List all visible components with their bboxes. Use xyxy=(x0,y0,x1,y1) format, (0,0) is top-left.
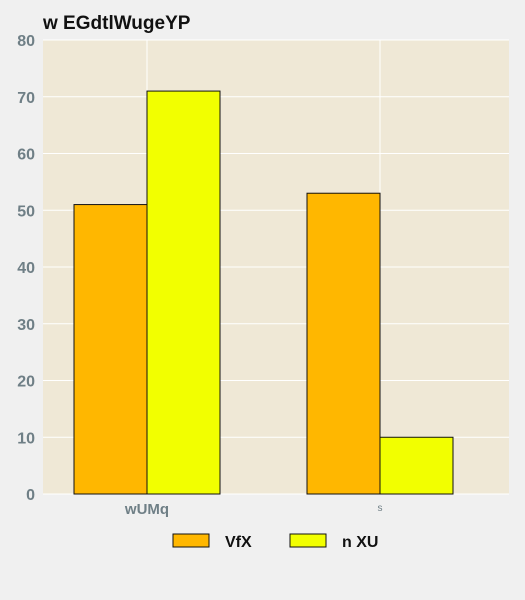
y-tick-label: 40 xyxy=(17,260,35,277)
legend-item[interactable]: VfX xyxy=(172,533,252,551)
y-tick-label: 70 xyxy=(17,90,35,107)
legend-swatch xyxy=(172,533,210,548)
bar-1-2 xyxy=(306,192,381,495)
y-axis: 0 10 20 30 40 50 60 70 80 xyxy=(17,33,35,504)
bar-1-1 xyxy=(73,204,148,495)
y-tick-label: 10 xyxy=(17,430,35,447)
chart-title: w EGdtlWugeYP xyxy=(42,13,191,34)
bar-2-1 xyxy=(146,90,221,495)
bars xyxy=(73,90,454,495)
x-tick-label: s xyxy=(378,503,383,514)
y-tick-label: 60 xyxy=(17,147,35,164)
legend-item[interactable]: n XU xyxy=(289,533,378,551)
bar-2-2 xyxy=(379,436,454,495)
y-tick-label: 30 xyxy=(17,317,35,334)
x-tick-label: wUMq xyxy=(124,501,169,518)
y-tick-label: 80 xyxy=(17,33,35,50)
legend-label: n XU xyxy=(342,534,378,551)
y-tick-label: 50 xyxy=(17,203,35,220)
legend-label: VfX xyxy=(225,534,252,551)
y-tick-label: 0 xyxy=(26,487,35,504)
y-tick-label: 20 xyxy=(17,374,35,391)
legend-swatch xyxy=(289,533,327,548)
x-axis: wUMq s xyxy=(124,501,383,518)
legend[interactable]: VfX n XU xyxy=(172,533,378,551)
